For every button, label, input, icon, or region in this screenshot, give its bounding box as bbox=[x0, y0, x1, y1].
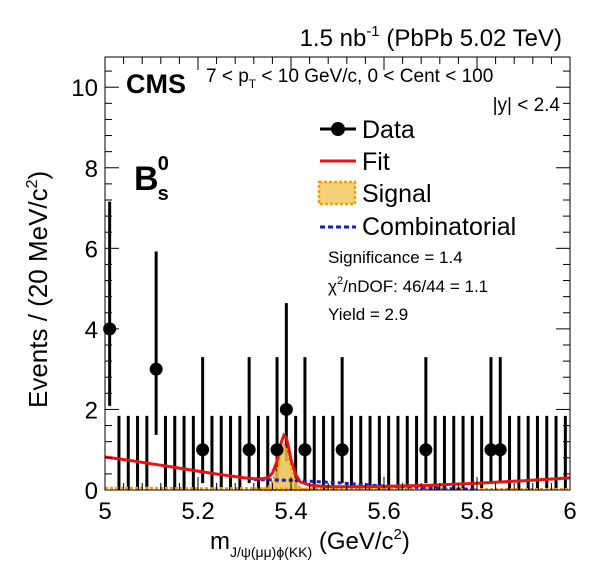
x-tick-label: 5.6 bbox=[367, 498, 400, 525]
legend-combinatorial-label: Combinatorial bbox=[362, 213, 516, 241]
legend-signal-box bbox=[317, 180, 357, 206]
data-point bbox=[484, 443, 498, 457]
y-tick-labels: 0 2 4 6 8 10 bbox=[71, 75, 98, 505]
plot-frame bbox=[104, 56, 571, 491]
cms-label: CMS bbox=[126, 69, 186, 99]
legend-signal-label: Signal bbox=[362, 180, 432, 208]
x-tick-labels: 5 5.2 5.4 5.6 5.8 6 bbox=[98, 498, 576, 525]
signal-curve bbox=[258, 443, 310, 491]
y-tick-label: 6 bbox=[85, 236, 98, 263]
y-tick-label: 8 bbox=[85, 156, 98, 183]
yield-label: Yield = 2.9 bbox=[328, 305, 408, 324]
axis-ticks bbox=[104, 57, 571, 491]
y-tick-label: 0 bbox=[85, 478, 98, 505]
rapidity-label: |y| < 2.4 bbox=[493, 95, 561, 116]
particle-label: Bs0 bbox=[134, 153, 169, 205]
y-tick-label: 4 bbox=[85, 317, 98, 344]
y-tick-label: 2 bbox=[85, 397, 98, 424]
y-tick-label: 10 bbox=[71, 75, 98, 102]
kinematic-range: 7 < pT < 10 GeV/c, 0 < Cent < 100 bbox=[206, 66, 493, 91]
legend-fit-label: Fit bbox=[362, 148, 390, 176]
x-tick-label: 6 bbox=[563, 498, 576, 525]
data-point bbox=[196, 443, 210, 457]
data-point bbox=[270, 443, 284, 457]
data-point bbox=[493, 443, 507, 457]
x-tick-label: 5.8 bbox=[460, 498, 493, 525]
legend: Data Fit Signal Combinatorial bbox=[317, 116, 516, 241]
fit-curves bbox=[104, 432, 571, 491]
x-tick-label: 5 bbox=[98, 498, 111, 525]
x-tick-label: 5.4 bbox=[274, 498, 307, 525]
data-point bbox=[149, 362, 163, 376]
chi2-label: χ2/nDOF: 46/44 = 1.1 bbox=[328, 275, 488, 296]
x-tick-label: 5.2 bbox=[181, 498, 214, 525]
significance-label: Significance = 1.4 bbox=[328, 248, 463, 267]
data-point bbox=[279, 402, 293, 416]
fit-curve bbox=[104, 432, 571, 489]
data-point bbox=[298, 443, 312, 457]
background-curve bbox=[105, 486, 570, 491]
data-point bbox=[419, 443, 433, 457]
legend-data-marker bbox=[331, 122, 345, 136]
luminosity-label: 1.5 nb-1 (PbPb 5.02 TeV) bbox=[300, 23, 562, 52]
data-point bbox=[242, 443, 256, 457]
data-point bbox=[335, 443, 349, 457]
x-axis-title: mJ/ψ(μμ)ϕ(KK) (GeV/c2) bbox=[210, 526, 410, 560]
error-bars bbox=[108, 201, 567, 490]
y-axis-title: Events / (20 MeV/c2) bbox=[23, 171, 53, 408]
legend-data-label: Data bbox=[362, 116, 415, 144]
